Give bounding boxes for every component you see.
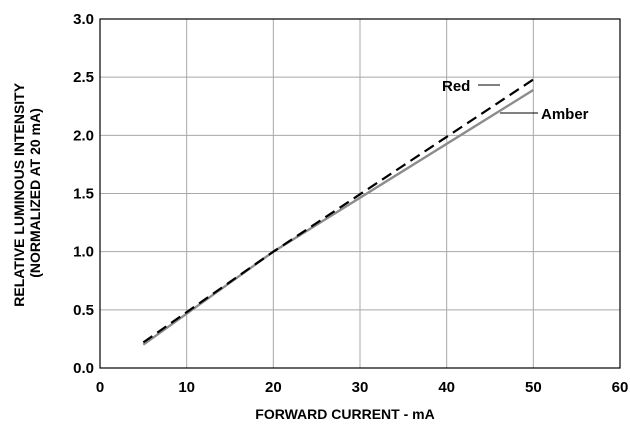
x-tick-label: 20 [265, 379, 282, 396]
x-tick-label: 40 [438, 379, 455, 396]
y-tick-label: 2.5 [73, 69, 94, 86]
series-line-amber [142, 88, 534, 346]
annotations: Red Amber [442, 78, 589, 123]
series-layer [142, 78, 534, 346]
y-tick-label: 0.5 [73, 302, 94, 319]
y-tick-label: 1.0 [73, 244, 94, 261]
y-tick-label: 0.0 [73, 360, 94, 377]
y-axis-title: RELATIVE LUMINOUS INTENSITY (NORMALIZED … [11, 79, 43, 306]
y-tick-label: 1.5 [73, 186, 94, 203]
y-tick-labels: 0.0 0.5 1.0 1.5 2.0 2.5 3.0 [73, 11, 94, 377]
y-axis-title-line2: (NORMALIZED AT 20 mA) [27, 108, 43, 278]
x-tick-label: 30 [352, 379, 369, 396]
plot-frame [99, 18, 621, 369]
x-tick-label: 0 [96, 379, 104, 396]
y-tick-label: 3.0 [73, 11, 94, 28]
legend-label-amber: Amber [541, 106, 589, 123]
series-line-red [142, 78, 534, 344]
x-tick-label: 10 [178, 379, 195, 396]
y-tick-label: 2.0 [73, 127, 94, 144]
y-axis-title-line1: RELATIVE LUMINOUS INTENSITY [11, 82, 27, 306]
grid [100, 19, 620, 368]
x-tick-label: 50 [525, 379, 542, 396]
x-tick-label: 60 [612, 379, 629, 396]
x-axis-title: FORWARD CURRENT - mA [255, 406, 434, 422]
x-tick-labels: 0 10 20 30 40 50 60 [96, 379, 629, 396]
legend-label-red: Red [442, 78, 470, 95]
